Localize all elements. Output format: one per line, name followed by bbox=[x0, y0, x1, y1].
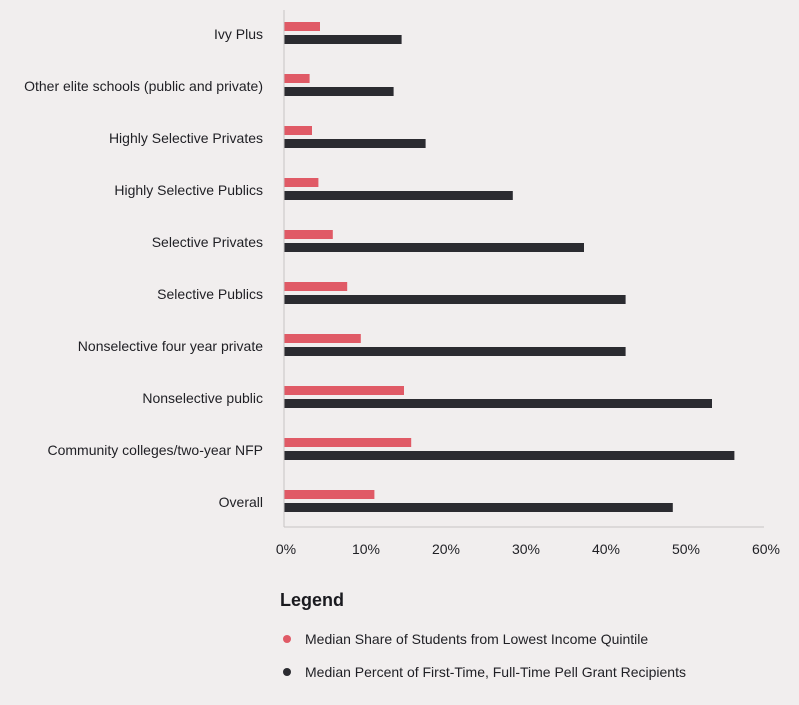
bar-pell-highly-selective-privates bbox=[284, 139, 426, 148]
category-label: Selective Publics bbox=[157, 286, 263, 302]
legend-swatch-pell bbox=[283, 668, 291, 676]
category-label: Nonselective public bbox=[142, 390, 263, 406]
legend: Legend Median Share of Students from Low… bbox=[280, 590, 780, 695]
legend-item-lowest-income: Median Share of Students from Lowest Inc… bbox=[280, 629, 780, 649]
bar-pell-nonselective-public bbox=[284, 399, 712, 408]
bar-pell-other-elite-schools-public-and-private bbox=[284, 87, 394, 96]
bars-group bbox=[284, 22, 735, 512]
x-tick-labels: 0% 10% 20% 30% 40% 50% 60% bbox=[276, 541, 780, 557]
category-label: Highly Selective Publics bbox=[114, 182, 263, 198]
bar-pell-selective-publics bbox=[284, 295, 626, 304]
bar-lowest-income-community-colleges-two-year-nfp bbox=[284, 438, 412, 447]
category-label: Ivy Plus bbox=[214, 26, 263, 42]
x-tick-label: 20% bbox=[432, 541, 460, 557]
legend-label-pell: Median Percent of First-Time, Full-Time … bbox=[305, 664, 686, 680]
x-tick-label: 10% bbox=[352, 541, 380, 557]
bar-pell-overall bbox=[284, 503, 673, 512]
x-tick-label: 60% bbox=[752, 541, 780, 557]
bar-chart: Ivy Plus Other elite schools (public and … bbox=[24, 10, 780, 557]
legend-label-lowest-income: Median Share of Students from Lowest Inc… bbox=[305, 631, 649, 647]
x-tick-label: 40% bbox=[592, 541, 620, 557]
category-label: Other elite schools (public and private) bbox=[24, 78, 263, 94]
bar-lowest-income-selective-privates bbox=[284, 230, 333, 239]
bar-pell-ivy-plus bbox=[284, 35, 402, 44]
x-tick-label: 0% bbox=[276, 541, 296, 557]
x-tick-label: 30% bbox=[512, 541, 540, 557]
bar-pell-selective-privates bbox=[284, 243, 584, 252]
bar-lowest-income-overall bbox=[284, 490, 375, 499]
bar-lowest-income-highly-selective-privates bbox=[284, 126, 312, 135]
bar-pell-nonselective-four-year-private bbox=[284, 347, 626, 356]
bar-lowest-income-nonselective-public bbox=[284, 386, 404, 395]
category-label: Highly Selective Privates bbox=[109, 130, 263, 146]
bar-lowest-income-nonselective-four-year-private bbox=[284, 334, 361, 343]
legend-title: Legend bbox=[280, 590, 345, 610]
bar-pell-highly-selective-publics bbox=[284, 191, 513, 200]
legend-item-pell: Median Percent of First-Time, Full-Time … bbox=[280, 662, 780, 682]
category-label: Community colleges/two-year NFP bbox=[47, 442, 263, 458]
bar-lowest-income-other-elite-schools-public-and-private bbox=[284, 74, 310, 83]
bar-lowest-income-highly-selective-publics bbox=[284, 178, 319, 187]
bar-lowest-income-selective-publics bbox=[284, 282, 348, 291]
legend-swatch-lowest-income bbox=[283, 635, 291, 643]
category-labels: Ivy Plus Other elite schools (public and … bbox=[24, 26, 263, 510]
x-tick-label: 50% bbox=[672, 541, 700, 557]
bar-pell-community-colleges-two-year-nfp bbox=[284, 451, 735, 460]
category-label: Overall bbox=[219, 494, 263, 510]
bar-lowest-income-ivy-plus bbox=[284, 22, 320, 31]
category-label: Nonselective four year private bbox=[78, 338, 263, 354]
category-label: Selective Privates bbox=[152, 234, 263, 250]
